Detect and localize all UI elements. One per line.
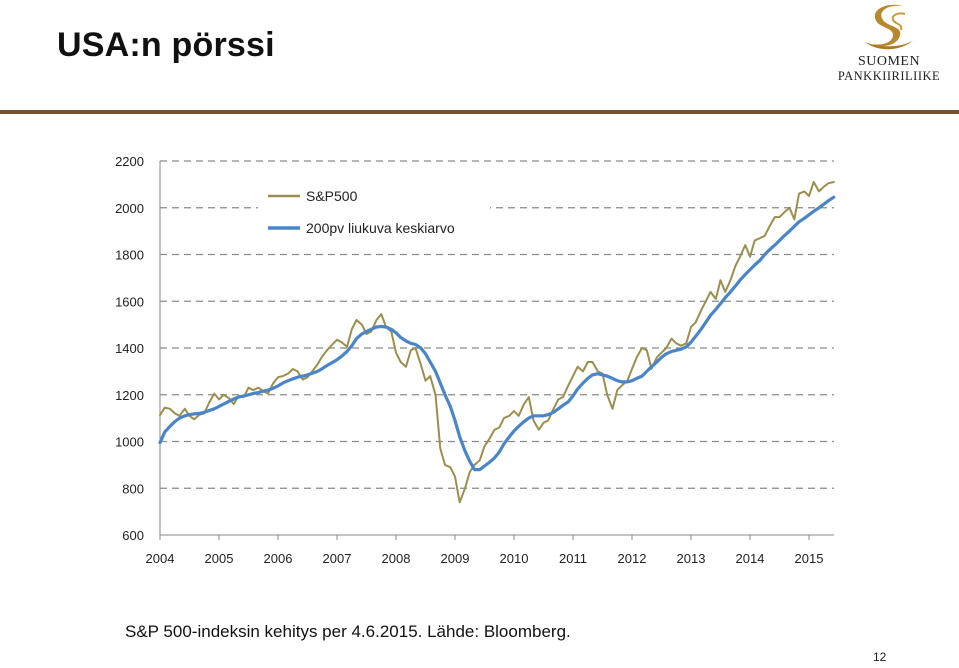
series-lines: [158, 181, 836, 504]
y-tick-label: 800: [122, 481, 144, 496]
series-line-moving-average: [158, 195, 836, 472]
x-tick-label: 2008: [382, 551, 411, 566]
title-divider: [0, 110, 959, 114]
x-tick-label: 2004: [146, 551, 175, 566]
x-tick-label: 2010: [500, 551, 529, 566]
x-tick-label: 2007: [323, 551, 352, 566]
y-tick-label: 1000: [115, 435, 144, 450]
x-tick-label: 2014: [736, 551, 765, 566]
legend: S&P500 200pv liukuva keskiarvo: [258, 180, 490, 242]
page-number: 12: [873, 650, 887, 664]
axes: 600 800 1000 1200 1400 1600 1800 2000 2200 2004 20…: [115, 154, 834, 566]
x-tick-label: 2012: [618, 551, 647, 566]
y-tick-label: 2200: [115, 154, 144, 169]
brand-name-line2: PANKKIIRILIIKE: [837, 69, 941, 83]
y-tick-label: 1400: [115, 341, 144, 356]
x-tick-label: 2015: [795, 551, 824, 566]
chart-caption: S&P 500-indeksin kehitys per 4.6.2015. L…: [125, 622, 571, 641]
x-tick-label: 2011: [559, 551, 587, 566]
series-line-sp500: [159, 181, 835, 504]
y-tick-label: 1200: [115, 388, 144, 403]
y-tick-label: 600: [122, 528, 144, 543]
legend-background: [258, 180, 490, 242]
y-tick-label: 2000: [115, 201, 144, 216]
brand-name-line1: SUOMEN: [857, 54, 921, 69]
legend-label: 200pv liukuva keskiarvo: [306, 220, 455, 236]
slide-title: USA:n pörssi: [57, 26, 275, 64]
brand-logo: SUOMEN PANKKIIRILIIKE: [826, 2, 952, 92]
y-tick-label: 1800: [115, 248, 144, 263]
gold-s-swirl-icon: [865, 4, 913, 50]
x-tick-label: 2013: [677, 551, 706, 566]
x-tick-label: 2005: [205, 551, 234, 566]
x-tick-label: 2009: [441, 551, 470, 566]
legend-label: S&P500: [306, 188, 358, 204]
x-tick-label: 2006: [264, 551, 293, 566]
y-tick-label: 1600: [115, 294, 144, 309]
